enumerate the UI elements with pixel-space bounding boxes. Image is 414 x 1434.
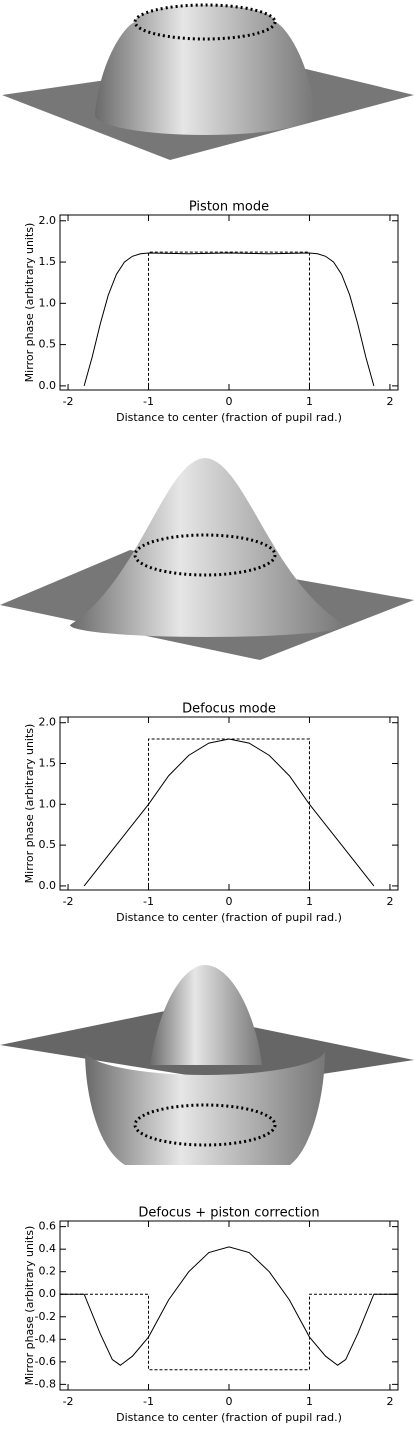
- x-tick-label: 2: [386, 1395, 393, 1408]
- y-tick-label: 0.0: [39, 879, 57, 892]
- data-line: [60, 1246, 398, 1366]
- x-axis-label: Distance to center (fraction of pupil ra…: [116, 411, 342, 424]
- y-tick-label: 0.5: [39, 838, 57, 851]
- x-tick-label: -2: [63, 395, 74, 408]
- data-line: [148, 738, 310, 886]
- y-tick-label: -0.2: [35, 1310, 56, 1323]
- y-tick-label: 1.5: [39, 255, 57, 268]
- y-tick-label: 1.0: [39, 296, 57, 309]
- y-tick-label: 0.2: [39, 1265, 57, 1278]
- surface-render: [0, 458, 414, 660]
- y-tick-label: 0.4: [39, 1242, 57, 1255]
- plot-frame: [59, 1220, 399, 1391]
- y-tick-label: 1.0: [39, 797, 57, 810]
- y-tick-label: -0.4: [35, 1332, 56, 1345]
- x-tick-label: 1: [306, 1395, 313, 1408]
- chart-title: Defocus + piston correction: [138, 1206, 319, 1221]
- y-axis-label: Mirror phase (arbitrary units): [23, 1226, 36, 1386]
- data-line: [60, 1293, 398, 1371]
- x-tick-label: 0: [226, 895, 233, 908]
- x-tick-label: -1: [143, 395, 154, 408]
- x-tick-label: 0: [226, 1395, 233, 1408]
- x-tick-label: 1: [306, 395, 313, 408]
- x-axis-label: Distance to center (fraction of pupil ra…: [116, 911, 342, 924]
- plot-frame: [59, 214, 399, 391]
- y-tick-label: 2.0: [39, 214, 57, 227]
- data-line: [83, 738, 375, 887]
- plot-frame: [59, 716, 399, 891]
- chart-title: Defocus mode: [182, 702, 276, 717]
- surface-render: [0, 965, 414, 1165]
- y-tick-label: 1.5: [39, 757, 57, 770]
- y-tick-label: -0.8: [35, 1377, 56, 1390]
- x-tick-label: -1: [143, 1395, 154, 1408]
- y-axis-label: Mirror phase (arbitrary units): [23, 223, 36, 383]
- chart-title: Piston mode: [189, 200, 269, 215]
- y-tick-label: 0.0: [39, 379, 57, 392]
- x-tick-label: 2: [386, 395, 393, 408]
- x-axis-label: Distance to center (fraction of pupil ra…: [116, 1411, 342, 1424]
- surface-render: [2, 3, 414, 160]
- x-tick-label: 1: [306, 895, 313, 908]
- y-tick-label: -0.6: [35, 1355, 56, 1368]
- data-line: [148, 251, 310, 386]
- x-tick-label: 2: [386, 895, 393, 908]
- data-line: [83, 252, 375, 387]
- x-tick-label: -1: [143, 895, 154, 908]
- y-tick-label: 0.0: [39, 1287, 57, 1300]
- x-tick-label: 0: [226, 395, 233, 408]
- y-axis-label: Mirror phase (arbitrary units): [23, 724, 36, 884]
- x-tick-label: -2: [63, 1395, 74, 1408]
- y-tick-label: 0.6: [39, 1220, 57, 1233]
- y-tick-label: 2.0: [39, 716, 57, 729]
- x-tick-label: -2: [63, 895, 74, 908]
- y-tick-label: 0.5: [39, 338, 57, 351]
